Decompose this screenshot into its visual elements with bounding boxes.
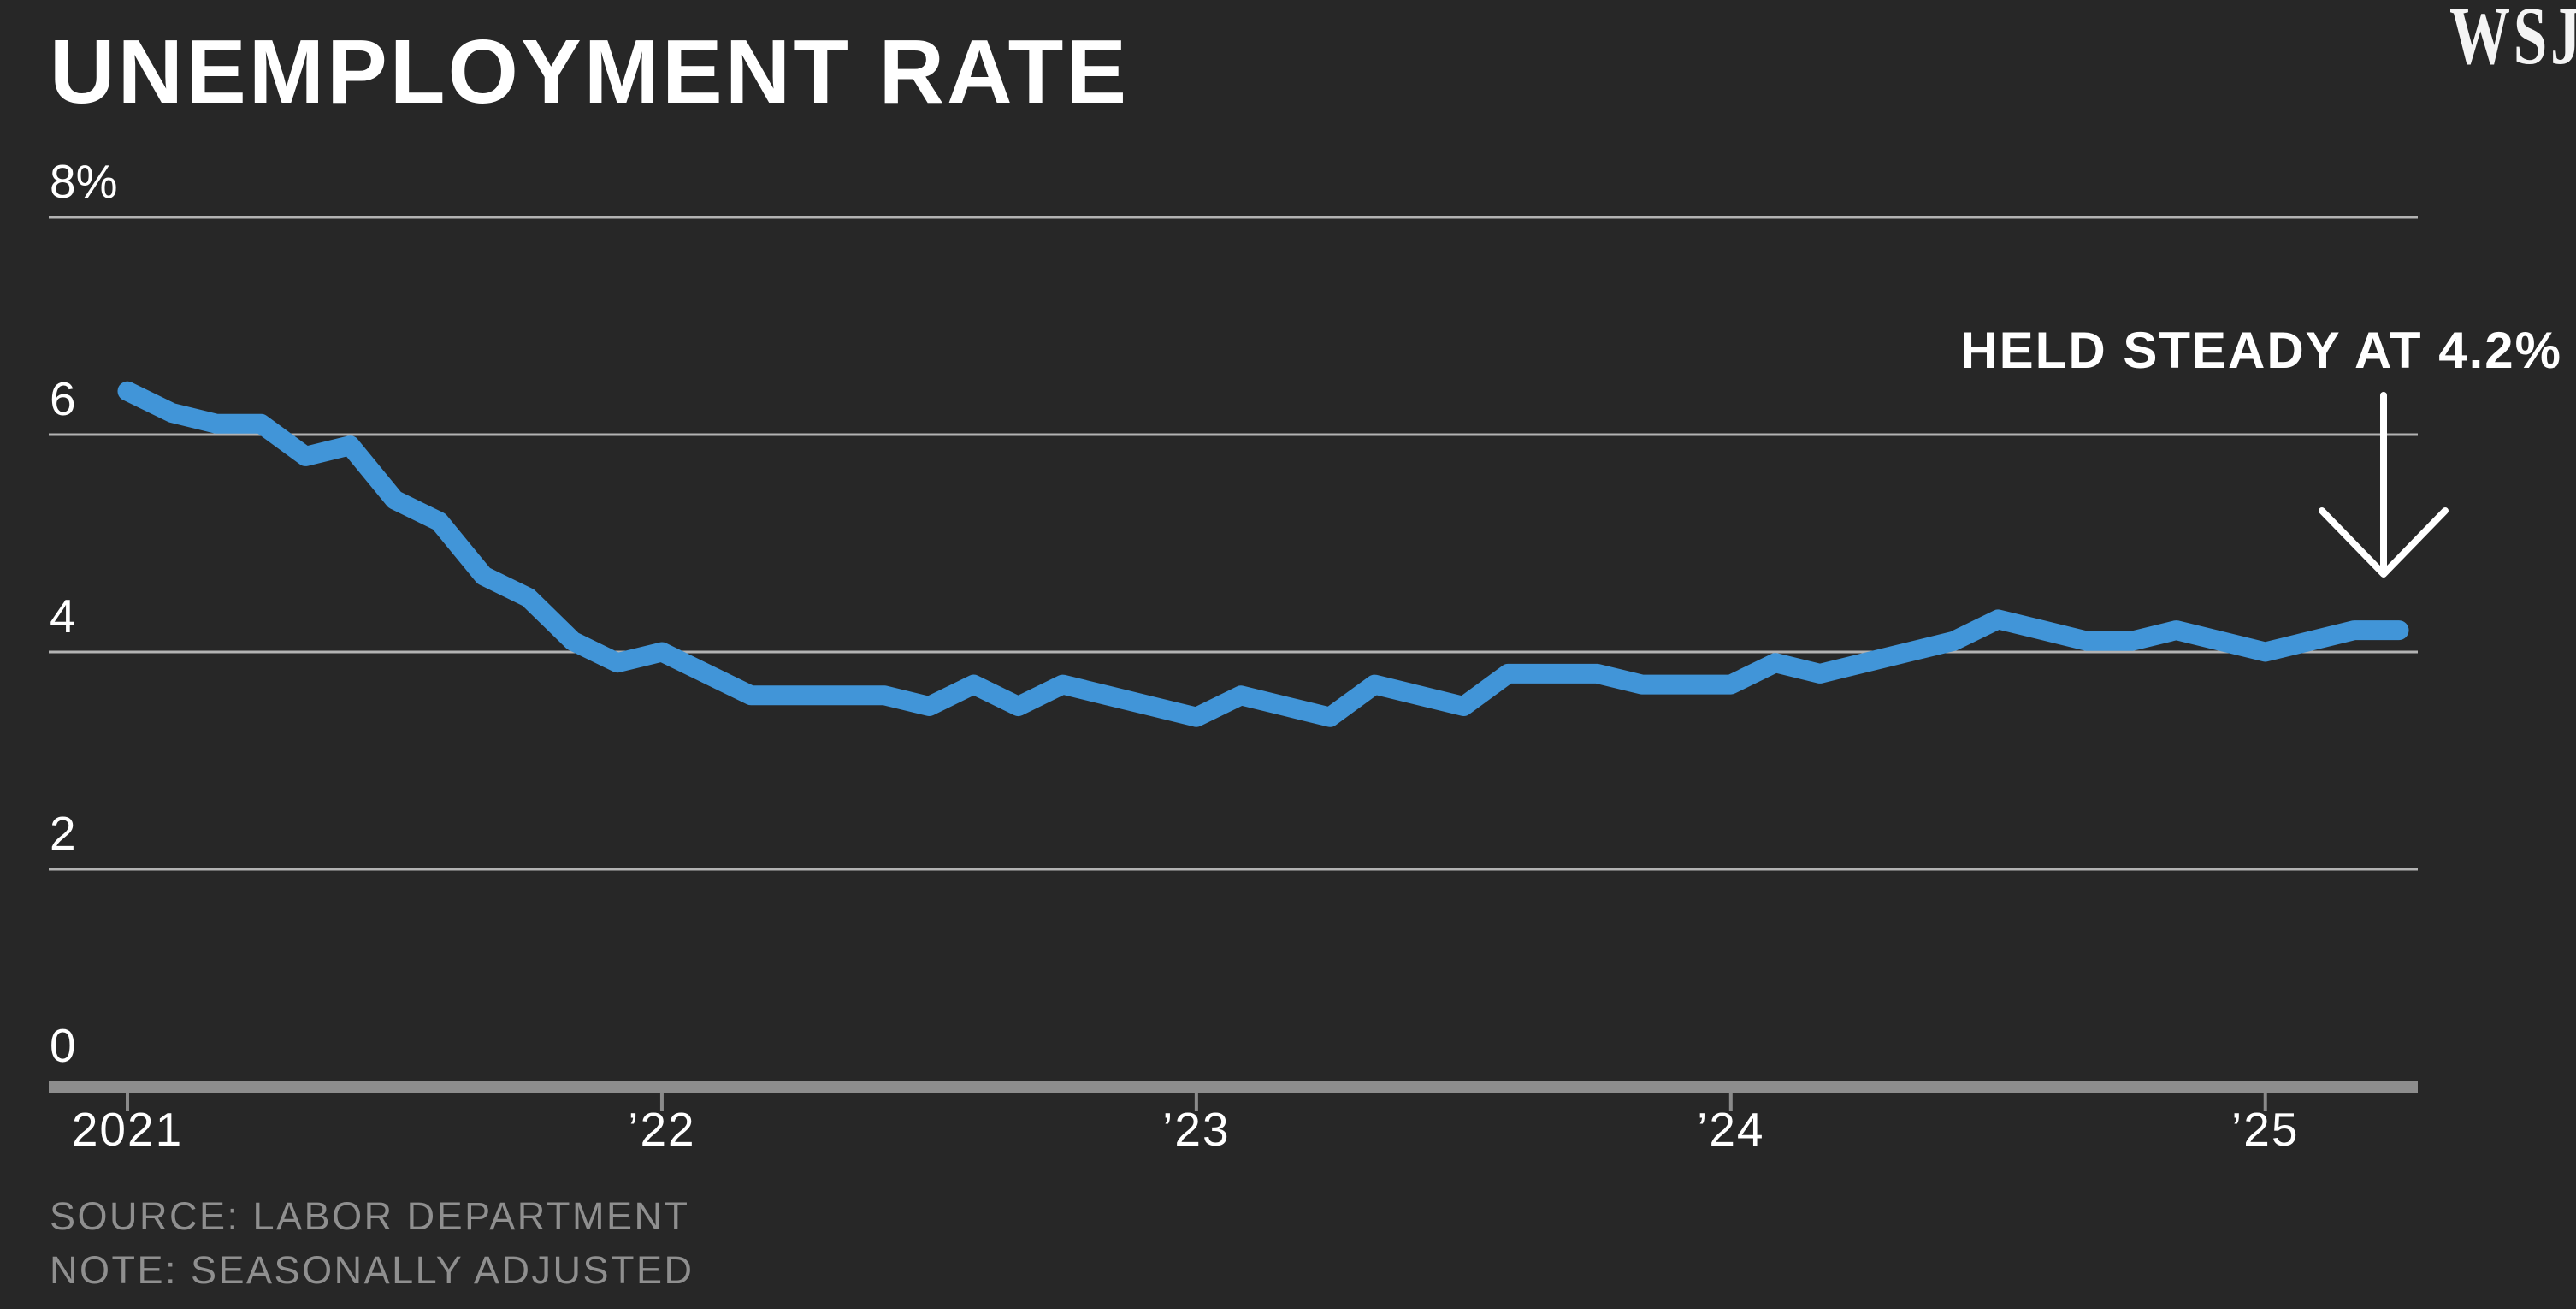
unemployment-line-series [117, 381, 2409, 727]
y-axis-label: 2 [50, 807, 76, 860]
annotation-arrow-icon [2319, 392, 2449, 578]
annotation-text: HELD STEADY AT 4.2% [1960, 322, 2562, 379]
x-axis-label: ’23 [1162, 1103, 1231, 1156]
x-axis-label: 2021 [71, 1103, 184, 1156]
chart-title: UNEMPLOYMENT RATE [50, 21, 1130, 122]
x-axis-label: ’25 [2231, 1103, 2300, 1156]
x-axis-tick-marks [126, 1093, 2267, 1111]
y-axis-label: 0 [50, 1019, 76, 1072]
note-line: NOTE: SEASONALLY ADJUSTED [50, 1248, 694, 1292]
y-axis-label: 8% [50, 155, 118, 208]
y-axis-label: 6 [50, 372, 76, 425]
x-axis-baseline [49, 1081, 2418, 1093]
y-axis-label: 4 [50, 589, 76, 643]
source-line: SOURCE: LABOR DEPARTMENT [50, 1194, 690, 1238]
gridlines [49, 216, 2418, 871]
wsj-logo: WSJ [2449, 0, 2576, 81]
x-axis-label: ’22 [628, 1103, 696, 1156]
x-axis-label: ’24 [1697, 1103, 1765, 1156]
source-note-block: SOURCE: LABOR DEPARTMENT NOTE: SEASONALL… [50, 1189, 694, 1297]
